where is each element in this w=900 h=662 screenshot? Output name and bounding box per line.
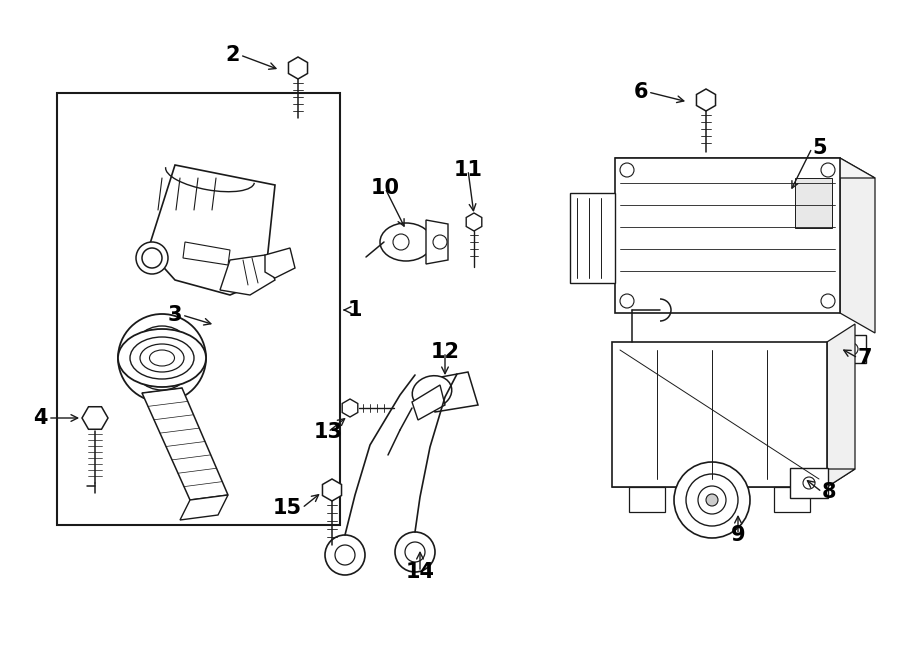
Text: 14: 14 bbox=[406, 562, 435, 582]
Polygon shape bbox=[697, 89, 716, 111]
Circle shape bbox=[706, 494, 718, 506]
Polygon shape bbox=[615, 158, 875, 178]
Polygon shape bbox=[322, 479, 341, 501]
Circle shape bbox=[620, 163, 634, 177]
Text: 13: 13 bbox=[313, 422, 343, 442]
Polygon shape bbox=[412, 385, 445, 420]
Text: 10: 10 bbox=[371, 178, 400, 198]
Polygon shape bbox=[466, 213, 482, 231]
Polygon shape bbox=[629, 487, 665, 512]
Polygon shape bbox=[570, 193, 615, 283]
Polygon shape bbox=[82, 406, 108, 429]
Text: 11: 11 bbox=[454, 160, 482, 180]
Text: 8: 8 bbox=[822, 482, 836, 502]
Polygon shape bbox=[612, 469, 855, 487]
Polygon shape bbox=[289, 57, 308, 79]
Polygon shape bbox=[827, 324, 855, 487]
Circle shape bbox=[142, 248, 162, 268]
Polygon shape bbox=[342, 399, 358, 417]
Ellipse shape bbox=[130, 337, 194, 379]
Polygon shape bbox=[425, 372, 478, 412]
Ellipse shape bbox=[380, 223, 432, 261]
Polygon shape bbox=[142, 388, 228, 500]
Circle shape bbox=[803, 477, 815, 489]
Ellipse shape bbox=[149, 350, 175, 366]
Polygon shape bbox=[180, 495, 228, 520]
Polygon shape bbox=[183, 242, 230, 265]
Circle shape bbox=[325, 535, 365, 575]
Circle shape bbox=[395, 532, 435, 572]
Circle shape bbox=[821, 163, 835, 177]
Text: 2: 2 bbox=[226, 45, 240, 65]
Polygon shape bbox=[426, 220, 448, 264]
Polygon shape bbox=[790, 468, 828, 498]
Circle shape bbox=[140, 336, 184, 380]
Polygon shape bbox=[838, 335, 866, 363]
Polygon shape bbox=[612, 342, 827, 487]
Circle shape bbox=[433, 235, 447, 249]
Circle shape bbox=[130, 326, 194, 390]
Polygon shape bbox=[57, 93, 340, 525]
Polygon shape bbox=[220, 255, 275, 295]
Circle shape bbox=[136, 242, 168, 274]
Polygon shape bbox=[795, 178, 832, 228]
Polygon shape bbox=[265, 248, 295, 278]
Polygon shape bbox=[148, 165, 275, 295]
Circle shape bbox=[405, 542, 425, 562]
Polygon shape bbox=[774, 487, 810, 512]
Text: 5: 5 bbox=[812, 138, 826, 158]
Circle shape bbox=[393, 234, 409, 250]
Polygon shape bbox=[840, 158, 875, 333]
Text: 4: 4 bbox=[33, 408, 48, 428]
Circle shape bbox=[846, 343, 858, 355]
Text: 1: 1 bbox=[348, 300, 363, 320]
Circle shape bbox=[620, 294, 634, 308]
Circle shape bbox=[118, 314, 206, 402]
Circle shape bbox=[698, 486, 726, 514]
Circle shape bbox=[335, 545, 355, 565]
Ellipse shape bbox=[412, 376, 452, 408]
Circle shape bbox=[686, 474, 738, 526]
Circle shape bbox=[674, 462, 750, 538]
Ellipse shape bbox=[118, 329, 206, 387]
Circle shape bbox=[150, 346, 174, 370]
Text: 9: 9 bbox=[731, 525, 745, 545]
Text: 6: 6 bbox=[634, 82, 648, 102]
Circle shape bbox=[821, 294, 835, 308]
Text: 7: 7 bbox=[858, 348, 872, 368]
Text: 12: 12 bbox=[430, 342, 460, 362]
Text: 3: 3 bbox=[167, 305, 182, 325]
Polygon shape bbox=[615, 158, 840, 313]
Text: 15: 15 bbox=[273, 498, 302, 518]
Ellipse shape bbox=[140, 344, 184, 372]
